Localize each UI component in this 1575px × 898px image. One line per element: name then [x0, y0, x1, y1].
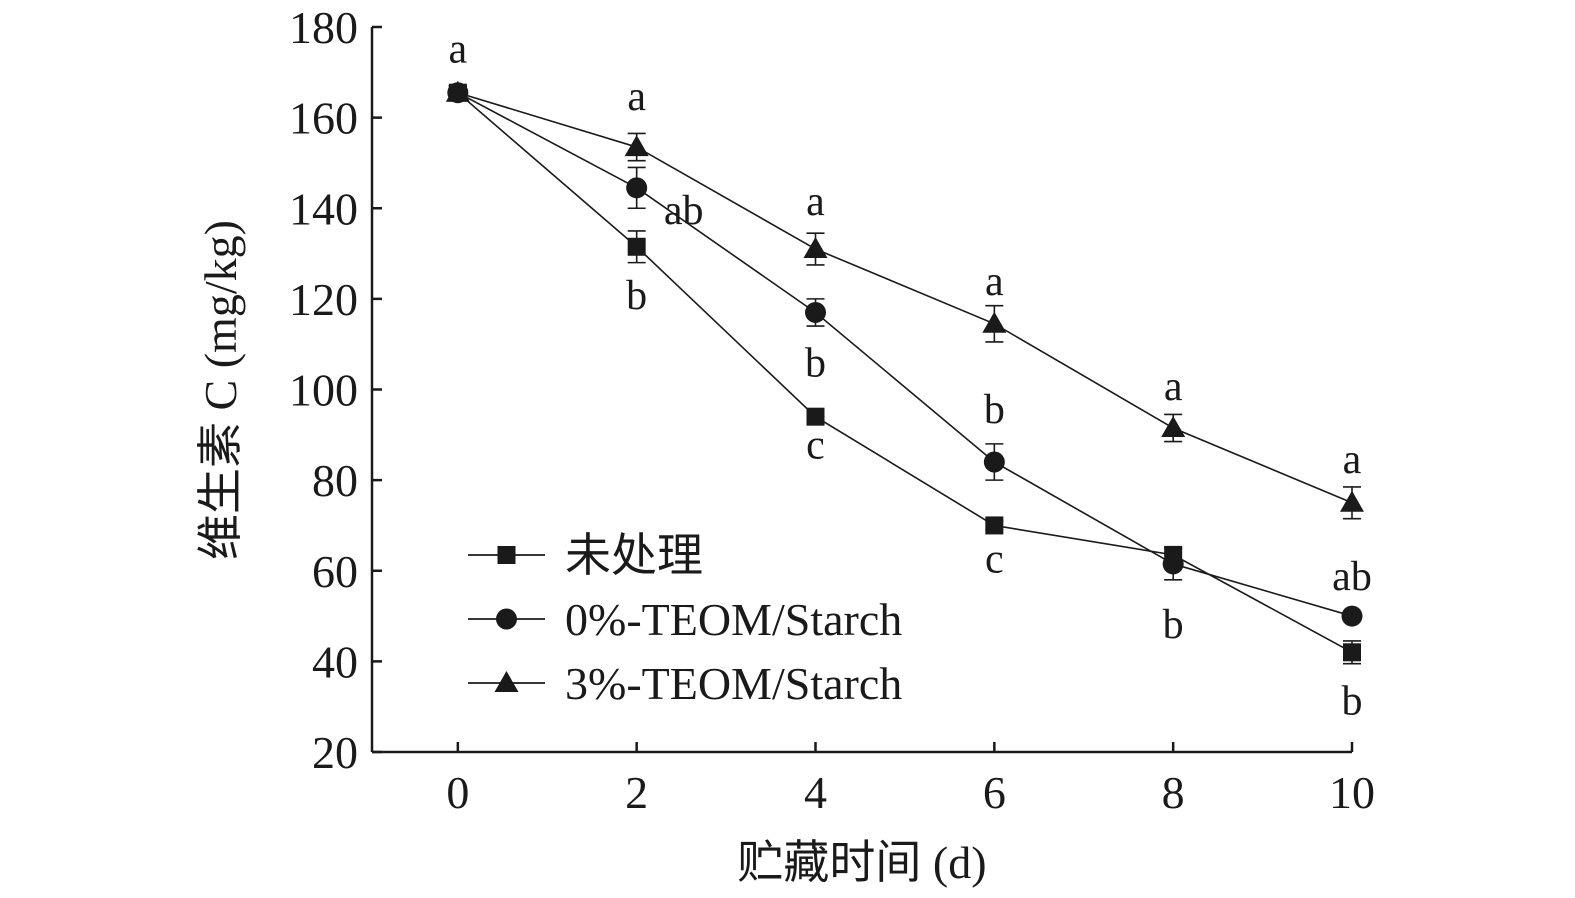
legend: 未处理 0%-TEOM/Starch 3%-TEOM/Starch [468, 530, 902, 709]
significance-label: a [1164, 364, 1183, 410]
x-tick-label: 6 [983, 767, 1006, 818]
data-point [1161, 416, 1186, 438]
x-axis-title: 贮藏时间 (d) [737, 837, 986, 888]
y-tick-label: 20 [312, 727, 358, 778]
series-line [457, 91, 1353, 504]
series-3-teom-starch [445, 80, 1364, 520]
data-point [985, 516, 1004, 535]
significance-label: a [1343, 437, 1362, 483]
y-ticks: 20 40 60 80 100 120 140 160 180 [289, 2, 382, 778]
data-point [624, 135, 649, 157]
significance-label: b [1163, 602, 1184, 648]
significance-label: a [449, 27, 468, 73]
legend-marker [494, 671, 519, 692]
significance-label: ab [664, 188, 704, 234]
y-axis-title: 维生素 C (mg/kg) [195, 220, 246, 560]
significance-label: b [984, 387, 1005, 433]
significance-label: b [805, 340, 826, 386]
y-tick-label: 100 [289, 365, 358, 416]
data-point [982, 311, 1007, 333]
significance-label: ab [1332, 554, 1372, 600]
data-point [806, 407, 825, 426]
data-point [1341, 605, 1363, 627]
significance-label: a [985, 259, 1004, 305]
y-tick-label: 160 [289, 93, 358, 144]
legend-marker [497, 546, 516, 564]
data-point [626, 177, 648, 199]
series-line [457, 92, 1353, 654]
y-tick-label: 120 [289, 274, 358, 325]
data-point [1340, 490, 1364, 512]
significance-label: b [626, 273, 647, 319]
significance-label: a [627, 74, 646, 120]
x-tick-label: 4 [804, 767, 827, 818]
data-point [803, 237, 828, 259]
y-tick-label: 140 [289, 183, 358, 234]
data-point [983, 451, 1005, 473]
significance-label: a [806, 179, 825, 225]
x-tick-label: 0 [446, 767, 469, 818]
legend-label: 0%-TEOM/Starch [565, 594, 902, 645]
data-point [1162, 553, 1184, 575]
series-0-teom-starch [447, 82, 1363, 627]
data-point [805, 301, 827, 323]
significance-label: b [1342, 678, 1363, 724]
legend-entry: 0%-TEOM/Starch [468, 594, 902, 645]
axes-group: 0 2 4 6 8 10 20 40 60 80 100 120 140 160 180 [289, 2, 1375, 818]
legend-marker [496, 608, 517, 630]
series-layer [445, 80, 1364, 665]
y-tick-label: 60 [312, 546, 358, 597]
x-ticks: 0 2 4 6 8 10 [446, 742, 1375, 818]
x-tick-label: 2 [625, 767, 648, 818]
y-tick-label: 40 [312, 636, 358, 687]
series-line [457, 91, 1353, 617]
legend-entry: 3%-TEOM/Starch [468, 658, 902, 709]
y-tick-label: 180 [289, 2, 358, 53]
data-point [1343, 643, 1361, 662]
legend-label: 3%-TEOM/Starch [565, 658, 902, 709]
data-point [627, 237, 646, 256]
legend-label: 未处理 [565, 530, 703, 581]
data-point [445, 80, 470, 102]
legend-entry: 未处理 [468, 530, 703, 581]
x-tick-label: 8 [1162, 767, 1185, 818]
x-tick-label: 10 [1329, 767, 1375, 818]
significance-label: c [806, 423, 825, 469]
y-tick-label: 80 [312, 455, 358, 506]
significance-label: c [985, 536, 1004, 582]
